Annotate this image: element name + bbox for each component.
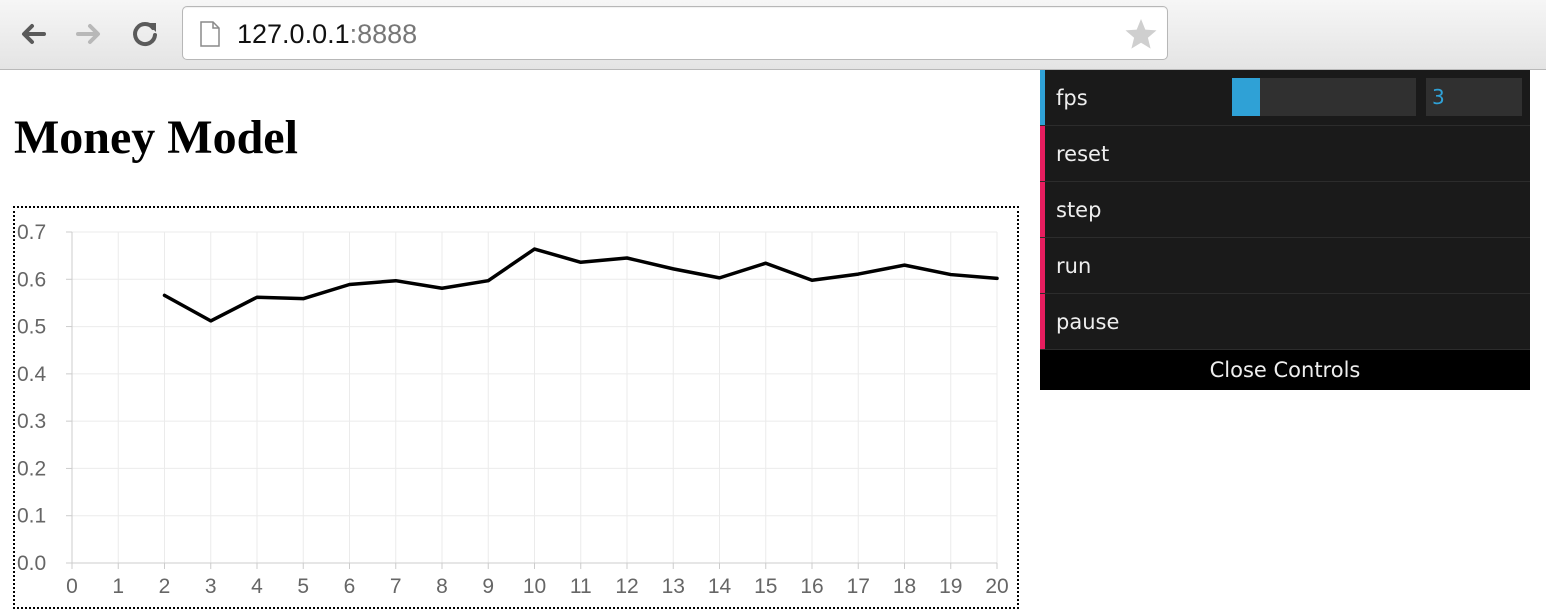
x-tick-label: 9 bbox=[482, 575, 494, 598]
x-tick-label: 0 bbox=[66, 575, 78, 598]
page-icon bbox=[200, 21, 220, 47]
fps-control-row: fps 3 bbox=[1040, 70, 1530, 126]
bookmark-star-icon[interactable] bbox=[1123, 17, 1159, 51]
back-icon bbox=[22, 24, 46, 44]
data-point bbox=[301, 297, 305, 301]
step-accent-stripe bbox=[1040, 182, 1045, 237]
fps-number-input[interactable]: 3 bbox=[1426, 78, 1522, 116]
x-tick-label: 4 bbox=[251, 575, 263, 598]
pause-label: pause bbox=[1056, 310, 1120, 334]
url-text: 127.0.0.1:8888 bbox=[237, 19, 417, 49]
data-point bbox=[625, 256, 629, 260]
fps-accent-stripe bbox=[1040, 70, 1045, 125]
x-tick-label: 14 bbox=[708, 575, 732, 598]
data-point bbox=[903, 263, 906, 267]
reset-button[interactable]: reset bbox=[1040, 126, 1530, 182]
y-tick-label: 0.5 bbox=[17, 316, 46, 339]
y-tick-label: 0.6 bbox=[17, 268, 46, 291]
x-tick-label: 12 bbox=[615, 575, 638, 598]
y-tick-label: 0.4 bbox=[17, 363, 47, 386]
x-tick-label: 5 bbox=[297, 575, 309, 598]
forward-icon bbox=[76, 24, 100, 44]
data-point bbox=[856, 272, 860, 276]
data-point bbox=[995, 276, 999, 280]
x-tick-label: 15 bbox=[754, 575, 777, 598]
forward-button[interactable] bbox=[72, 17, 106, 51]
x-tick-label: 11 bbox=[570, 575, 592, 598]
fps-slider[interactable] bbox=[1232, 78, 1416, 116]
x-tick-label: 13 bbox=[662, 575, 685, 598]
fps-label: fps bbox=[1056, 86, 1088, 110]
x-tick-label: 20 bbox=[985, 575, 1008, 598]
x-tick-label: 17 bbox=[847, 575, 870, 598]
data-point bbox=[209, 319, 213, 323]
data-point bbox=[764, 261, 768, 265]
step-button[interactable]: step bbox=[1040, 182, 1530, 238]
data-point bbox=[671, 267, 675, 271]
data-point bbox=[533, 247, 536, 251]
data-point bbox=[163, 293, 166, 297]
reload-icon bbox=[133, 22, 157, 47]
data-point bbox=[810, 278, 814, 282]
page-title: Money Model bbox=[14, 111, 298, 164]
x-tick-label: 6 bbox=[344, 575, 356, 598]
controls-panel: fps 3 reset step run pause Close Control… bbox=[1040, 70, 1530, 390]
y-tick-label: 0.3 bbox=[17, 410, 46, 433]
y-tick-label: 0.1 bbox=[17, 505, 46, 528]
data-point bbox=[440, 286, 444, 290]
data-point bbox=[348, 282, 351, 286]
x-tick-label: 10 bbox=[523, 575, 546, 598]
address-bar[interactable]: 127.0.0.1:8888 bbox=[182, 6, 1168, 60]
pause-accent-stripe bbox=[1040, 294, 1045, 349]
fps-slider-fill bbox=[1232, 78, 1260, 116]
data-point bbox=[949, 273, 953, 277]
x-tick-label: 1 bbox=[112, 575, 124, 598]
data-point bbox=[486, 279, 490, 283]
url-port: :8888 bbox=[349, 19, 418, 49]
reload-button[interactable] bbox=[128, 17, 162, 51]
reset-accent-stripe bbox=[1040, 126, 1045, 181]
reset-label: reset bbox=[1056, 142, 1110, 166]
step-label: step bbox=[1056, 198, 1102, 222]
url-host: 127.0.0.1 bbox=[237, 19, 350, 49]
back-button[interactable] bbox=[16, 17, 50, 51]
x-tick-label: 18 bbox=[893, 575, 916, 598]
data-point bbox=[394, 279, 398, 283]
y-tick-label: 0.2 bbox=[17, 457, 46, 480]
run-accent-stripe bbox=[1040, 238, 1045, 293]
x-tick-label: 7 bbox=[390, 575, 402, 598]
x-tick-label: 2 bbox=[159, 575, 171, 598]
data-point bbox=[255, 295, 259, 299]
pause-button[interactable]: pause bbox=[1040, 294, 1530, 350]
run-button[interactable]: run bbox=[1040, 238, 1530, 294]
browser-toolbar: 127.0.0.1:8888 bbox=[0, 0, 1546, 70]
run-label: run bbox=[1056, 254, 1092, 278]
chart-container: 0 1 2 3 4 5 6 7 8 9 10 11 12 13 14 15 16 17 18 19 20 0.0 0.1 0.… bbox=[13, 206, 1019, 609]
data-point bbox=[579, 260, 583, 264]
x-tick-label: 19 bbox=[939, 575, 962, 598]
x-tick-label: 3 bbox=[205, 575, 217, 598]
y-tick-label: 0.7 bbox=[17, 221, 46, 244]
x-tick-label: 16 bbox=[800, 575, 823, 598]
close-controls-button[interactable]: Close Controls bbox=[1040, 350, 1530, 390]
data-point bbox=[718, 276, 721, 280]
line-chart: 0 1 2 3 4 5 6 7 8 9 10 11 12 13 14 15 16 17 18 19 200.00.10.… bbox=[17, 221, 1009, 598]
y-tick-label: 0.0 bbox=[17, 552, 46, 575]
x-tick-label: 8 bbox=[436, 575, 448, 598]
